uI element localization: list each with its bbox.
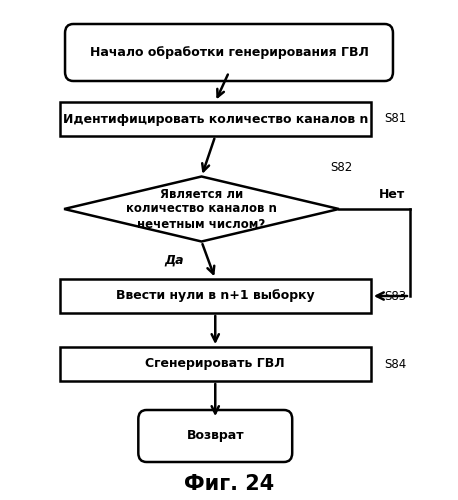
Text: Фиг. 24: Фиг. 24 — [184, 474, 274, 494]
Text: Сгенерировать ГВЛ: Сгенерировать ГВЛ — [146, 358, 285, 370]
Text: Ввести нули в n+1 выборку: Ввести нули в n+1 выборку — [116, 290, 315, 302]
FancyBboxPatch shape — [138, 410, 292, 462]
Text: S83: S83 — [385, 290, 407, 302]
Bar — [60, 102, 371, 136]
Text: Идентифицировать количество каналов n: Идентифицировать количество каналов n — [63, 112, 368, 126]
FancyBboxPatch shape — [65, 24, 393, 81]
Text: Является ли
количество каналов n
нечетным числом?: Является ли количество каналов n нечетны… — [126, 188, 277, 230]
Polygon shape — [64, 176, 339, 242]
Text: S82: S82 — [330, 161, 352, 174]
Bar — [60, 279, 371, 313]
Text: Да: Да — [164, 254, 184, 267]
Text: S84: S84 — [385, 358, 407, 370]
Text: Начало обработки генерирования ГВЛ: Начало обработки генерирования ГВЛ — [90, 46, 368, 59]
Text: Возврат: Возврат — [186, 430, 244, 442]
Bar — [60, 347, 371, 381]
Text: S81: S81 — [385, 112, 407, 126]
Text: Нет: Нет — [379, 188, 405, 202]
